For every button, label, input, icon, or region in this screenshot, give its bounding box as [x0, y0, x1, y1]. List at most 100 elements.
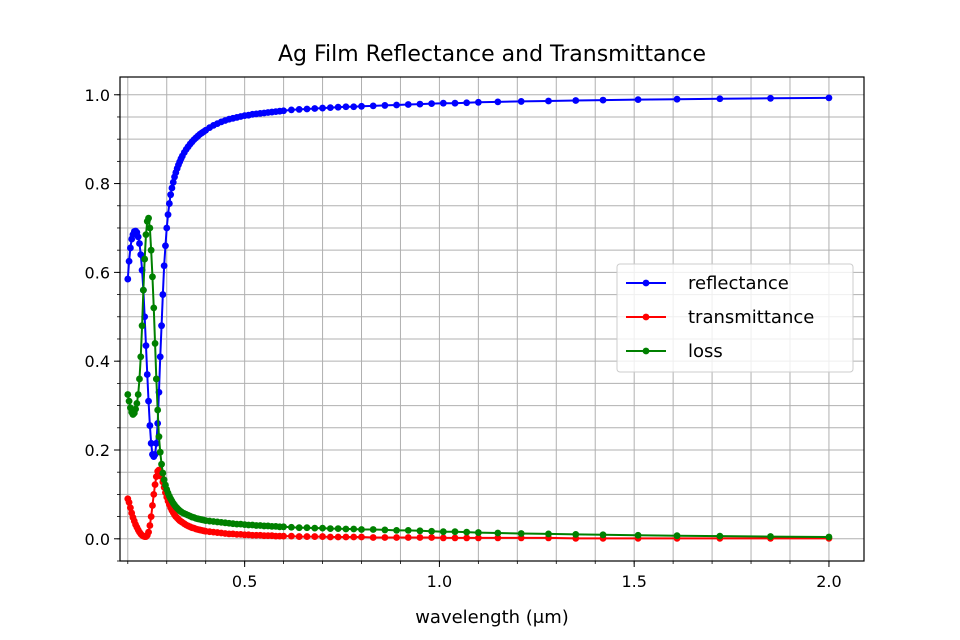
data-point-loss — [156, 448, 164, 456]
data-point-reflectance — [767, 94, 774, 102]
data-point-transmittance — [451, 534, 459, 542]
data-point-loss — [137, 353, 145, 361]
data-point-reflectance — [156, 353, 164, 361]
y-tick-label: 0.0 — [85, 530, 110, 549]
data-point-loss — [334, 525, 342, 532]
data-point-loss — [155, 433, 163, 441]
data-point-transmittance — [147, 513, 155, 520]
data-point-reflectance — [350, 103, 358, 111]
data-point-transmittance — [287, 532, 295, 540]
data-point-loss — [295, 524, 303, 532]
data-point-reflectance — [673, 95, 681, 103]
data-point-reflectance — [151, 451, 159, 458]
data-point-reflectance — [287, 106, 295, 114]
data-point-loss — [416, 527, 424, 535]
legend-label-loss: loss — [688, 341, 723, 362]
data-point-reflectance — [165, 200, 173, 207]
data-point-loss — [599, 531, 607, 539]
data-point-reflectance — [147, 439, 155, 447]
legend-items: reflectance transmittance loss — [626, 273, 814, 362]
data-point-reflectance — [303, 105, 311, 113]
data-point-reflectance — [319, 104, 326, 112]
x-tick-label: 1.0 — [427, 572, 452, 591]
data-point-transmittance — [350, 533, 358, 541]
data-point-reflectance — [451, 99, 459, 107]
legend-marker-reflectance — [642, 279, 650, 287]
data-point-reflectance — [634, 96, 642, 104]
data-point-loss — [381, 526, 389, 534]
series-group — [124, 94, 833, 542]
data-point-loss — [139, 286, 147, 294]
data-point-loss — [319, 524, 326, 532]
data-point-reflectance — [463, 99, 471, 107]
data-point-loss — [303, 524, 311, 532]
data-point-loss — [494, 529, 502, 537]
legend-marker-transmittance — [642, 313, 650, 321]
data-point-reflectance — [126, 244, 134, 252]
data-point-loss — [451, 528, 459, 536]
data-point-loss — [439, 528, 447, 536]
data-point-transmittance — [381, 534, 389, 541]
data-point-transmittance — [145, 528, 152, 536]
data-point-loss — [142, 231, 150, 239]
data-point-loss — [125, 397, 133, 405]
data-point-transmittance — [146, 522, 154, 529]
data-point-loss — [133, 399, 141, 407]
chart-title: Ag Film Reflectance and Transmittance — [278, 42, 706, 67]
data-point-loss — [404, 526, 412, 534]
data-point-transmittance — [428, 534, 436, 541]
data-point-reflectance — [146, 422, 154, 429]
data-point-loss — [474, 529, 482, 536]
data-point-loss — [311, 524, 319, 532]
legend[interactable]: reflectance transmittance loss — [616, 263, 854, 373]
axes-frame — [119, 76, 865, 562]
data-point-reflectance — [124, 275, 132, 283]
data-point-loss — [146, 224, 154, 232]
data-point-loss — [280, 523, 287, 531]
data-point-reflectance — [716, 95, 724, 103]
data-point-transmittance — [319, 533, 326, 540]
data-point-loss — [149, 273, 156, 281]
data-point-loss — [673, 532, 681, 540]
data-point-transmittance — [150, 490, 158, 498]
y-tick-label: 0.8 — [85, 175, 110, 194]
data-point-transmittance — [125, 498, 133, 506]
data-point-reflectance — [416, 100, 424, 108]
y-tick-label: 1.0 — [85, 86, 110, 105]
data-point-loss — [136, 375, 143, 383]
data-point-reflectance — [162, 242, 169, 250]
data-point-transmittance — [463, 534, 471, 542]
data-point-loss — [287, 523, 295, 531]
data-point-loss — [342, 525, 350, 533]
data-point-loss — [350, 525, 358, 533]
data-point-loss — [572, 530, 580, 538]
data-point-transmittance — [416, 534, 424, 541]
data-point-reflectance — [142, 342, 150, 350]
data-point-reflectance — [164, 211, 172, 219]
y-tick-label: 0.4 — [85, 352, 110, 371]
data-point-transmittance — [152, 473, 160, 481]
data-point-reflectance — [158, 322, 165, 330]
data-point-loss — [138, 322, 146, 330]
data-point-loss — [545, 530, 552, 538]
data-point-transmittance — [334, 533, 342, 541]
data-point-reflectance — [152, 439, 160, 447]
series-loss — [124, 214, 833, 541]
data-point-loss — [463, 528, 471, 536]
data-point-reflectance — [825, 94, 833, 102]
data-point-reflectance — [136, 240, 143, 247]
data-point-transmittance — [149, 502, 156, 509]
data-point-loss — [358, 526, 365, 533]
data-point-loss — [160, 476, 168, 484]
y-tick-label: 0.6 — [85, 263, 110, 282]
data-point-reflectance — [334, 103, 342, 111]
data-point-reflectance — [137, 251, 145, 259]
data-point-loss — [428, 527, 436, 535]
data-point-loss — [141, 255, 149, 263]
data-point-reflectance — [160, 262, 168, 270]
legend-box — [616, 263, 854, 373]
x-axis-label: wavelength (μm) — [415, 607, 569, 628]
data-point-loss — [517, 530, 525, 537]
data-point-reflectance — [168, 184, 176, 192]
data-point-loss — [145, 214, 152, 222]
